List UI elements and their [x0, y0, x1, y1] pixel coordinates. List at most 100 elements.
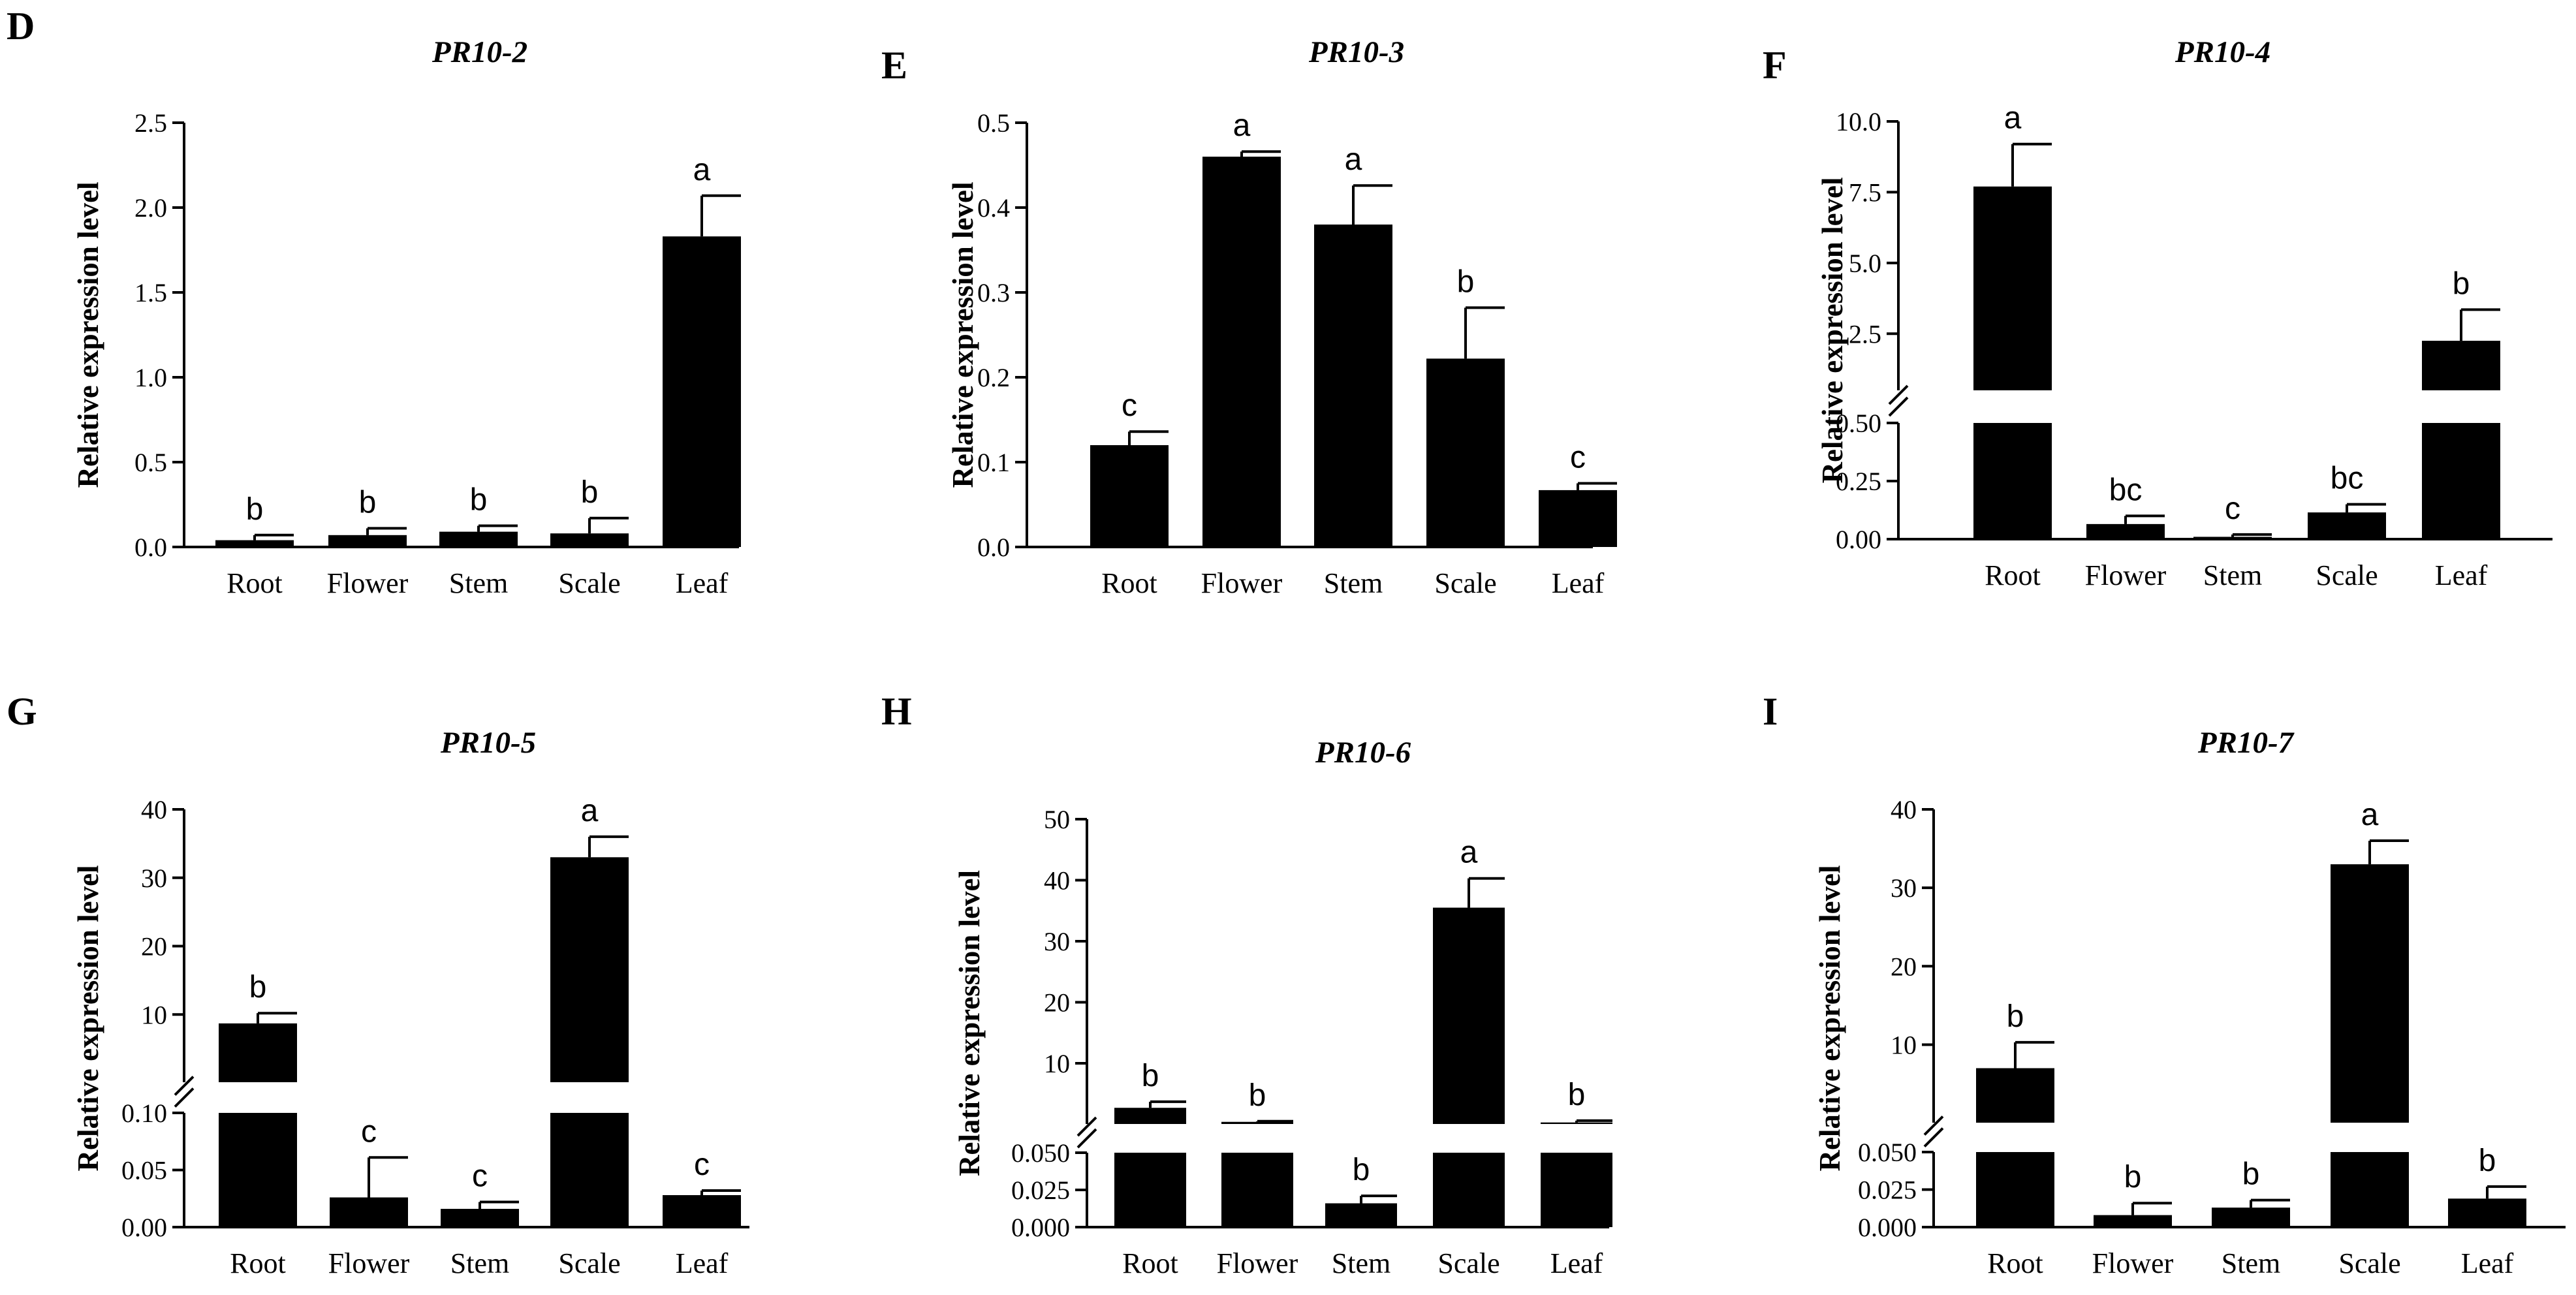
- significance-label: a: [581, 794, 599, 828]
- bar: [1221, 1153, 1293, 1227]
- y-axis-label: Relative expression level: [72, 865, 104, 1171]
- significance-label: b: [1568, 1078, 1586, 1112]
- bar: [1541, 1122, 1612, 1124]
- x-category-label: Scale: [558, 567, 620, 599]
- x-category-label: Leaf: [1552, 567, 1605, 599]
- y-tick-label: 50: [1044, 805, 1070, 834]
- bar: [2193, 537, 2272, 539]
- bar: [1114, 1108, 1186, 1124]
- bar: [550, 533, 629, 547]
- y-tick-label: 10: [1044, 1049, 1070, 1078]
- x-category-label: Flower: [327, 567, 409, 599]
- bar: [2094, 1215, 2172, 1227]
- x-category-label: Leaf: [2461, 1247, 2514, 1279]
- bar: [1090, 445, 1169, 547]
- x-category-label: Flower: [1201, 567, 1283, 599]
- significance-label: a: [1233, 108, 1251, 143]
- axis-break-mark: [1923, 1127, 1944, 1147]
- x-category-label: Root: [1101, 567, 1157, 599]
- bar: [2086, 523, 2165, 539]
- y-tick-label: 5.0: [1849, 249, 1881, 278]
- bar: [2422, 423, 2500, 539]
- y-tick-label: 0.050: [1011, 1138, 1070, 1168]
- significance-label: b: [2242, 1157, 2260, 1192]
- bar: [663, 1195, 741, 1227]
- bar: [663, 236, 741, 547]
- significance-label: c: [361, 1114, 377, 1149]
- x-category-label: Root: [1987, 1247, 2043, 1279]
- x-category-label: Stem: [1332, 1247, 1390, 1279]
- y-tick-label: 30: [1891, 873, 1917, 903]
- y-tick-label: 1.0: [134, 363, 167, 392]
- y-tick-label: 10.0: [1836, 107, 1881, 136]
- bar: [219, 1023, 297, 1082]
- significance-label: b: [2453, 266, 2470, 301]
- significance-label: a: [2361, 798, 2379, 832]
- axis-break-mark: [1923, 1116, 1944, 1136]
- y-tick-label: 0.25: [1836, 467, 1881, 496]
- bar: [2448, 1198, 2526, 1227]
- bar: [1433, 907, 1505, 1124]
- significance-label: c: [2225, 491, 2240, 526]
- significance-label: a: [1345, 142, 1362, 177]
- y-tick-label: 1.5: [134, 278, 167, 307]
- y-tick-label: 0.5: [977, 108, 1010, 138]
- significance-label: b: [1249, 1078, 1266, 1113]
- bar: [328, 535, 407, 547]
- panel-D: D PR10-2 0.0 0.5 1.0 1.5 2.0 2.5 Relative expres…: [7, 5, 741, 599]
- panel-I: I PR10-7 0.000 0.025 0.050 10 20 30 40 Relative e…: [1763, 690, 2566, 1279]
- panel-letter: G: [7, 690, 37, 733]
- axis-break-mark: [1888, 384, 1909, 405]
- x-category-label: Stem: [449, 567, 508, 599]
- significance-label: b: [2007, 999, 2024, 1034]
- y-tick-label: 0.00: [1836, 525, 1881, 554]
- bar: [1202, 157, 1281, 547]
- axis-break-mark: [174, 1087, 195, 1108]
- y-tick-label: 10: [141, 1000, 167, 1029]
- bar: [550, 857, 629, 1082]
- bar: [1976, 1152, 2054, 1227]
- bar: [2331, 1152, 2409, 1227]
- x-category-label: Leaf: [1550, 1247, 1603, 1279]
- bar: [1541, 1153, 1612, 1227]
- bar: [1221, 1121, 1293, 1124]
- bar: [2308, 512, 2386, 539]
- bar: [2422, 341, 2500, 390]
- x-category-label: Flower: [2092, 1247, 2174, 1279]
- y-tick-label: 0.0: [977, 533, 1010, 562]
- y-tick-label: 20: [1891, 952, 1917, 981]
- x-category-label: Stem: [450, 1247, 509, 1279]
- significance-label: a: [1460, 835, 1478, 870]
- y-tick-label: 0.5: [134, 448, 167, 477]
- x-category-label: Root: [230, 1247, 286, 1279]
- bar: [2212, 1208, 2290, 1227]
- y-tick-label: 0.0: [134, 533, 167, 562]
- bar: [215, 540, 294, 547]
- chart-title: PR10-2: [432, 35, 527, 69]
- x-category-label: Scale: [2316, 559, 2378, 591]
- y-tick-label: 10: [1891, 1030, 1917, 1059]
- y-tick-label: 30: [141, 864, 167, 893]
- significance-label: bc: [2109, 473, 2143, 507]
- y-tick-label: 20: [141, 932, 167, 961]
- y-axis-label: Relative expression level: [72, 181, 104, 488]
- x-category-label: Scale: [1434, 567, 1496, 599]
- significance-label: b: [2124, 1160, 2142, 1194]
- bar: [439, 531, 518, 547]
- bar: [219, 1113, 297, 1227]
- chart-title: PR10-4: [2175, 35, 2270, 69]
- bar: [1433, 1153, 1505, 1227]
- bar: [1114, 1153, 1186, 1227]
- y-tick-label: 0.3: [977, 278, 1010, 307]
- y-axis-label: Relative expression level: [947, 181, 979, 488]
- bar: [441, 1209, 519, 1227]
- significance-label: b: [470, 483, 488, 518]
- significance-label: bc: [2331, 461, 2364, 496]
- x-category-label: Root: [1985, 559, 2041, 591]
- significance-label: b: [1353, 1153, 1370, 1187]
- chart-title: PR10-5: [440, 726, 536, 760]
- y-axis-label: Relative expression level: [1816, 177, 1849, 483]
- axis-break-mark: [1076, 1128, 1097, 1149]
- panel-E: E PR10-3 0.0 0.1 0.2 0.3 0.4 0.5 Relative expres…: [881, 35, 1617, 599]
